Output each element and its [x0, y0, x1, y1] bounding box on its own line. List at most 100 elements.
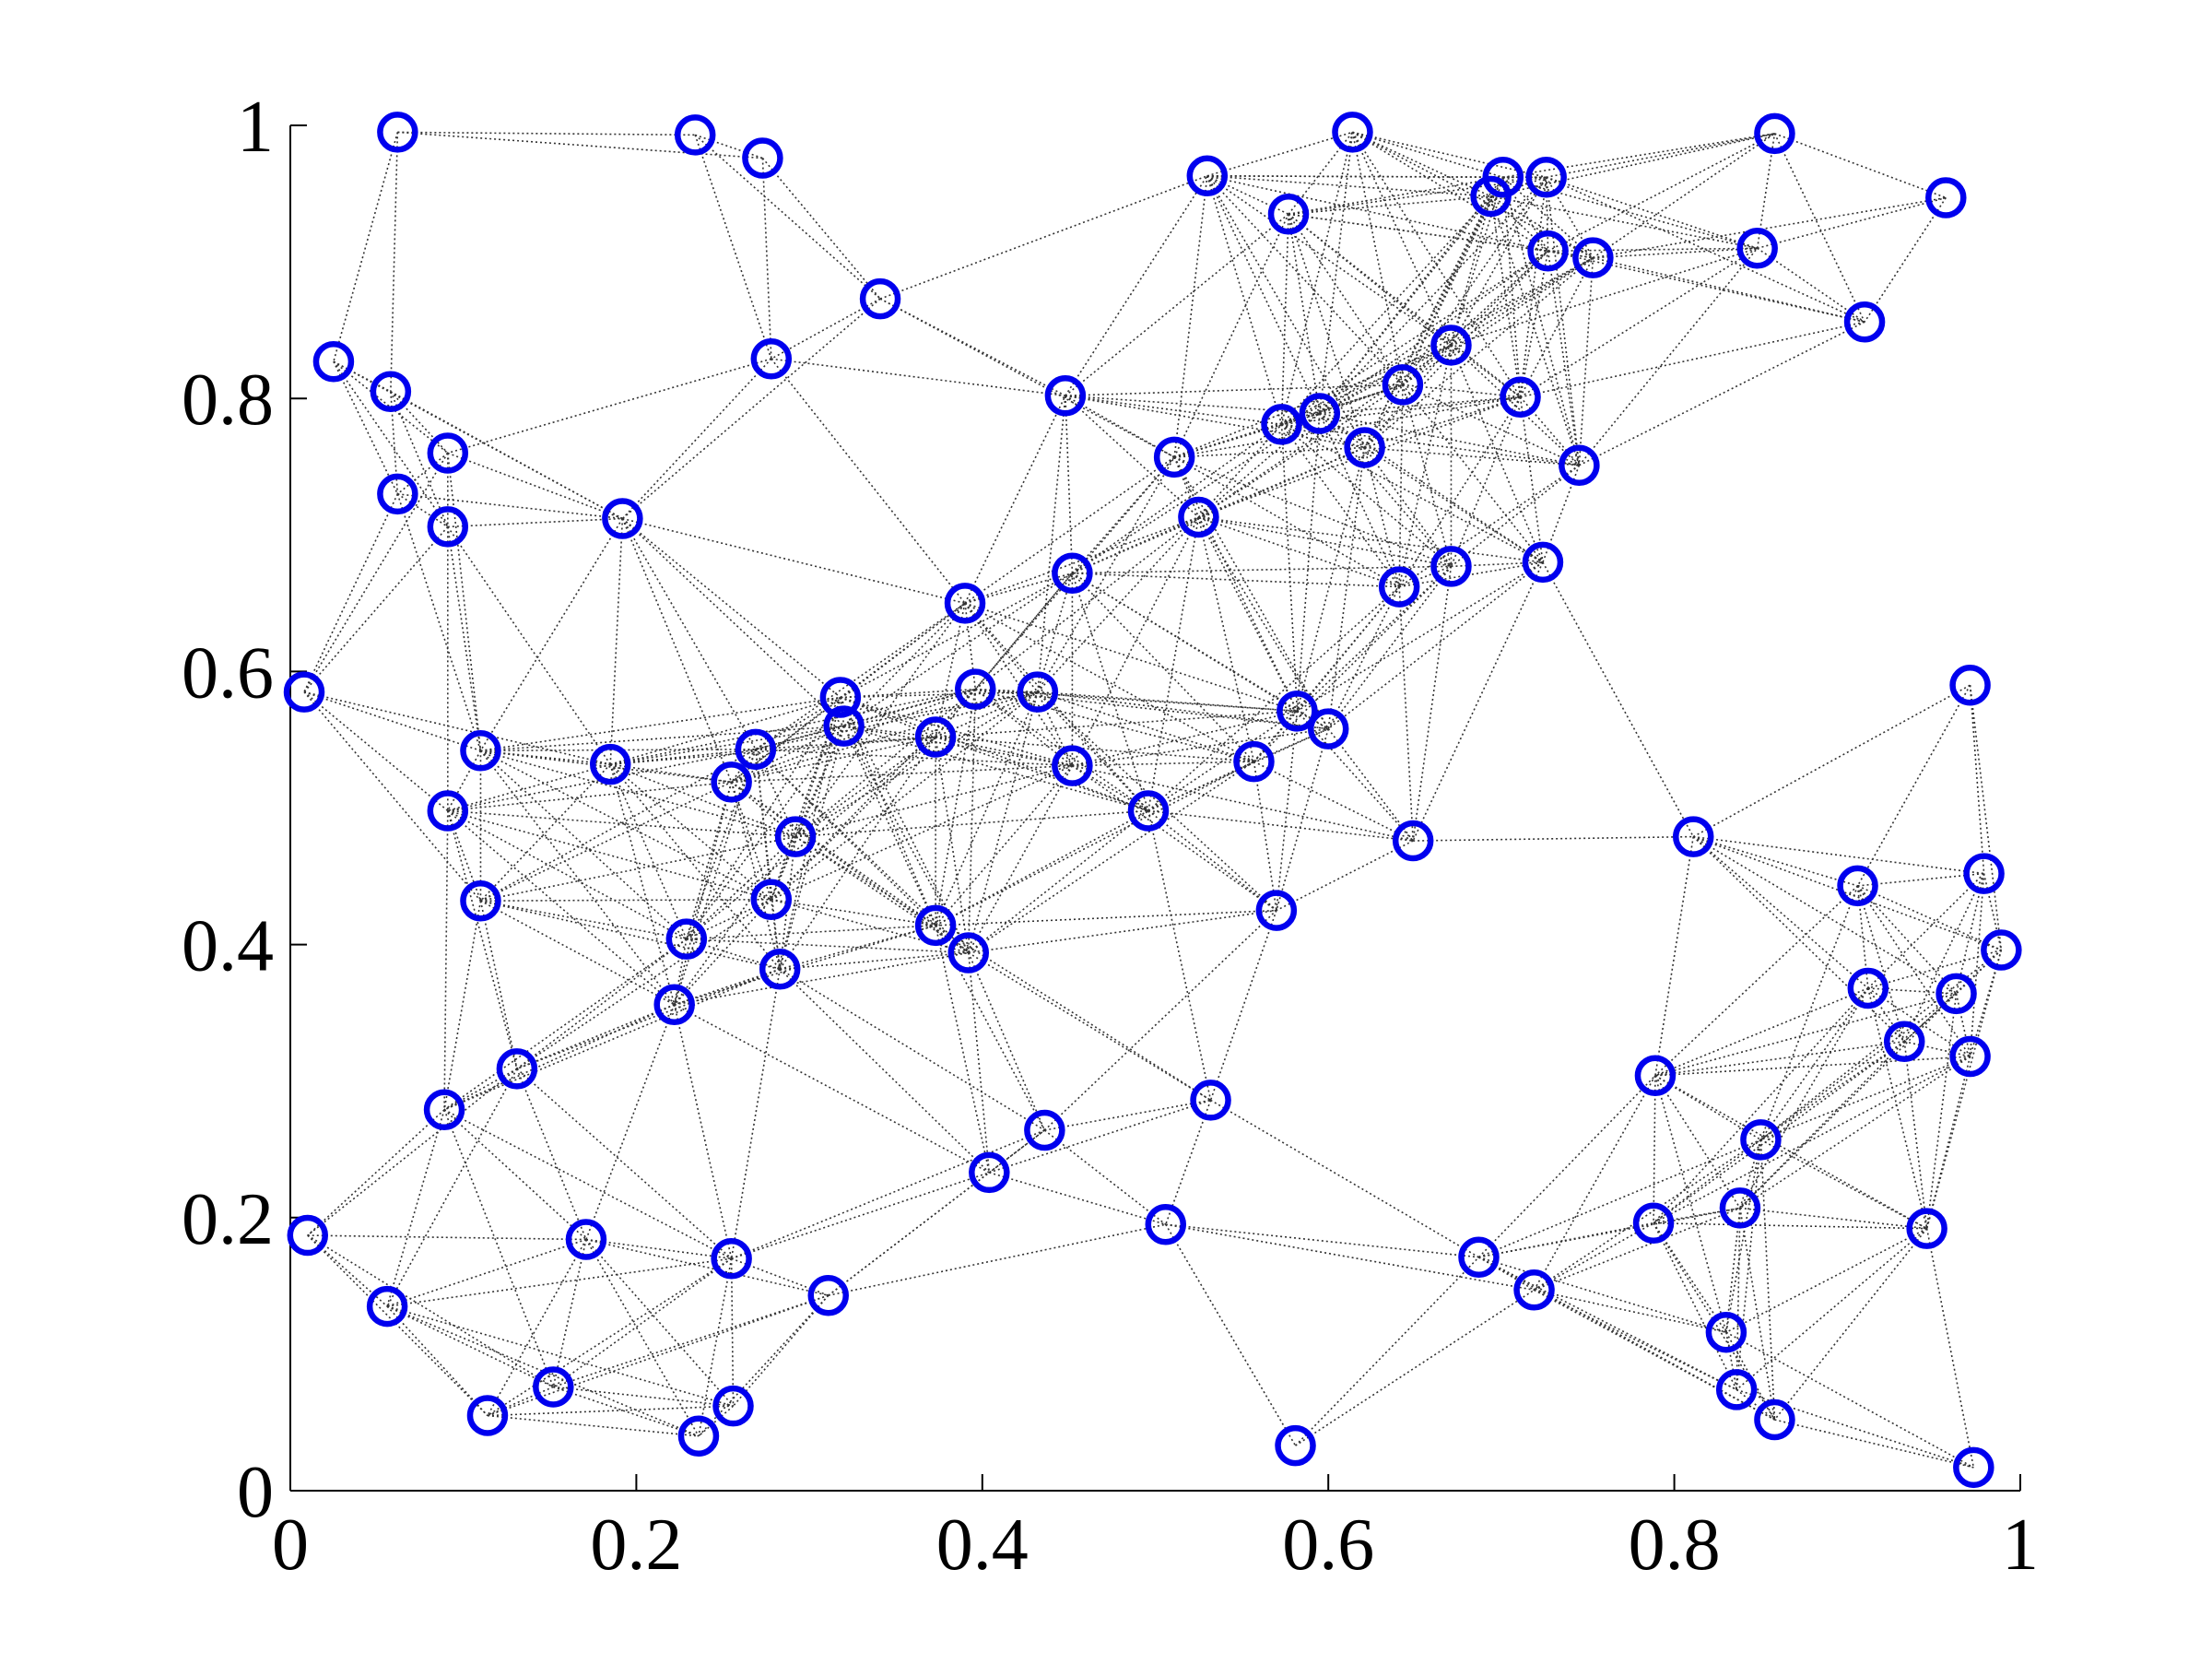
- node: [653, 984, 695, 1026]
- edge: [1206, 175, 1452, 347]
- edge: [1955, 993, 1971, 1057]
- edge: [443, 1109, 555, 1387]
- edge: [1478, 1257, 1737, 1391]
- edge: [610, 725, 844, 765]
- edge: [1489, 195, 1581, 466]
- edge: [621, 517, 841, 699]
- edge: [1653, 1041, 1905, 1224]
- edge: [1173, 384, 1404, 458]
- y-tick-label: 0.8: [182, 360, 274, 441]
- edge: [307, 1234, 586, 1241]
- node: [1277, 690, 1318, 732]
- node: [1233, 740, 1275, 783]
- edge: [968, 765, 1074, 953]
- edge: [1065, 395, 1074, 573]
- edge: [487, 1414, 700, 1437]
- edge: [1402, 250, 1549, 385]
- edge: [794, 689, 976, 838]
- edge: [1288, 131, 1354, 215]
- node: [742, 137, 783, 179]
- node: [735, 728, 777, 771]
- node: [602, 498, 643, 539]
- edge: [730, 749, 757, 783]
- edge: [1725, 1139, 1762, 1333]
- edge: [1867, 949, 2002, 989]
- edge: [1044, 1099, 1211, 1131]
- node: [1299, 393, 1341, 434]
- edge: [1757, 196, 1947, 250]
- edge: [1542, 561, 1694, 837]
- edge: [1399, 561, 1544, 588]
- edge: [1165, 1100, 1212, 1225]
- node: [1981, 929, 2022, 971]
- edge: [516, 1004, 675, 1070]
- edge: [1072, 446, 1365, 574]
- edge: [771, 764, 1073, 901]
- edge: [967, 952, 991, 1174]
- edge: [1280, 214, 1289, 425]
- edge: [480, 749, 611, 765]
- edge: [1867, 987, 1957, 995]
- edge: [974, 572, 1074, 690]
- edge: [307, 1068, 518, 1236]
- edge: [1402, 384, 1580, 466]
- edge: [794, 690, 1039, 838]
- node: [496, 1048, 538, 1090]
- edge: [1147, 809, 1414, 842]
- edge: [303, 690, 449, 812]
- edge: [1412, 566, 1453, 842]
- edge: [516, 1068, 587, 1240]
- edge: [771, 836, 796, 901]
- edge: [843, 690, 1039, 727]
- edge: [1173, 456, 1299, 712]
- edge: [447, 526, 482, 751]
- edge: [755, 749, 970, 954]
- edge: [1165, 1223, 1479, 1258]
- edge: [1903, 873, 1985, 1043]
- node: [1963, 853, 2005, 894]
- edge: [1547, 250, 1594, 259]
- edge: [674, 951, 969, 1006]
- edge: [333, 360, 449, 454]
- edge: [732, 1294, 830, 1407]
- edge: [1450, 396, 1522, 567]
- edge: [1856, 885, 1958, 995]
- edge: [303, 690, 611, 765]
- edge: [1281, 423, 1544, 563]
- edge: [516, 1068, 733, 1259]
- edge: [1319, 132, 1354, 414]
- edge: [1654, 993, 1957, 1077]
- edge: [609, 763, 796, 838]
- node: [665, 918, 708, 960]
- edge: [621, 517, 845, 727]
- edge: [1147, 809, 1277, 912]
- edge: [1519, 251, 1549, 397]
- edge: [1654, 987, 1869, 1077]
- edge: [333, 360, 449, 527]
- edge: [968, 809, 1149, 954]
- node: [427, 790, 469, 832]
- edge: [1288, 195, 1491, 216]
- node: [712, 1385, 754, 1427]
- edge: [1402, 384, 1453, 567]
- edge: [1725, 1331, 1974, 1469]
- edge: [1857, 885, 2002, 951]
- edge: [1654, 1075, 1761, 1141]
- edge: [1739, 1207, 1927, 1230]
- node: [460, 730, 501, 772]
- node: [807, 1274, 849, 1316]
- x-tick-label: 1: [2002, 1505, 2039, 1586]
- node: [1754, 1398, 1795, 1441]
- edge: [1546, 176, 1865, 323]
- edge: [1319, 412, 1453, 567]
- edge: [1654, 885, 1859, 1077]
- edge: [1364, 395, 1521, 449]
- node: [1267, 194, 1310, 235]
- edge: [1490, 195, 1758, 250]
- edge: [390, 391, 449, 527]
- edge: [1147, 810, 1212, 1101]
- edge: [621, 518, 733, 783]
- node: [1936, 973, 1977, 1015]
- edge: [935, 925, 991, 1174]
- edge: [780, 951, 969, 971]
